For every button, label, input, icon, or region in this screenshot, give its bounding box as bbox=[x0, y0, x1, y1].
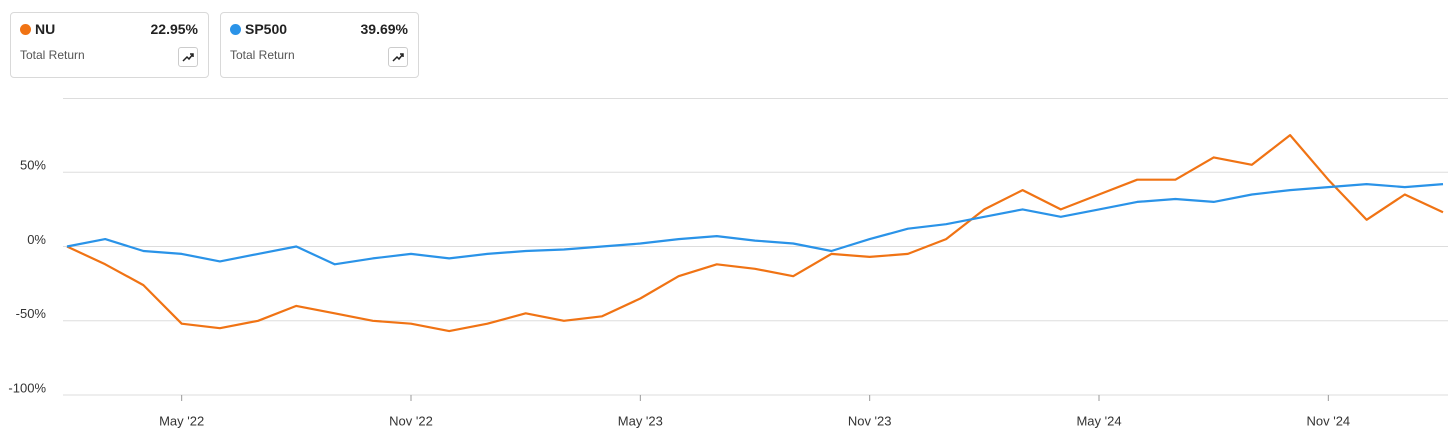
legend-card[interactable]: SP500 39.69% Total Return bbox=[220, 12, 419, 78]
total-return-label: Total Return bbox=[230, 48, 295, 62]
y-tick-label: 50% bbox=[20, 158, 46, 173]
x-tick-label: May '24 bbox=[1076, 413, 1121, 428]
y-tick-label: 0% bbox=[27, 232, 46, 247]
trend-icon bbox=[392, 53, 404, 62]
legend-swatch bbox=[230, 24, 241, 35]
x-tick-label: Nov '22 bbox=[389, 413, 433, 428]
x-tick-label: Nov '24 bbox=[1306, 413, 1350, 428]
total-return: 39.69% bbox=[360, 21, 408, 37]
x-tick-label: May '22 bbox=[159, 413, 204, 428]
series-line bbox=[66, 183, 1444, 266]
y-tick-label: -100% bbox=[8, 380, 46, 395]
legend-label: NU bbox=[35, 21, 56, 37]
series-line bbox=[66, 134, 1444, 333]
chart-toggle-icon[interactable] bbox=[388, 47, 408, 67]
legend-card[interactable]: NU 22.95% Total Return bbox=[10, 12, 209, 78]
y-tick-label: -50% bbox=[16, 306, 47, 321]
x-tick-label: May '23 bbox=[618, 413, 663, 428]
trend-icon bbox=[182, 53, 194, 62]
legend-label: SP500 bbox=[245, 21, 288, 37]
x-tick-label: Nov '23 bbox=[848, 413, 892, 428]
legend-swatch bbox=[20, 24, 31, 35]
total-return: 22.95% bbox=[150, 21, 198, 37]
total-return-label: Total Return bbox=[20, 48, 85, 62]
chart-toggle-icon[interactable] bbox=[178, 47, 198, 67]
